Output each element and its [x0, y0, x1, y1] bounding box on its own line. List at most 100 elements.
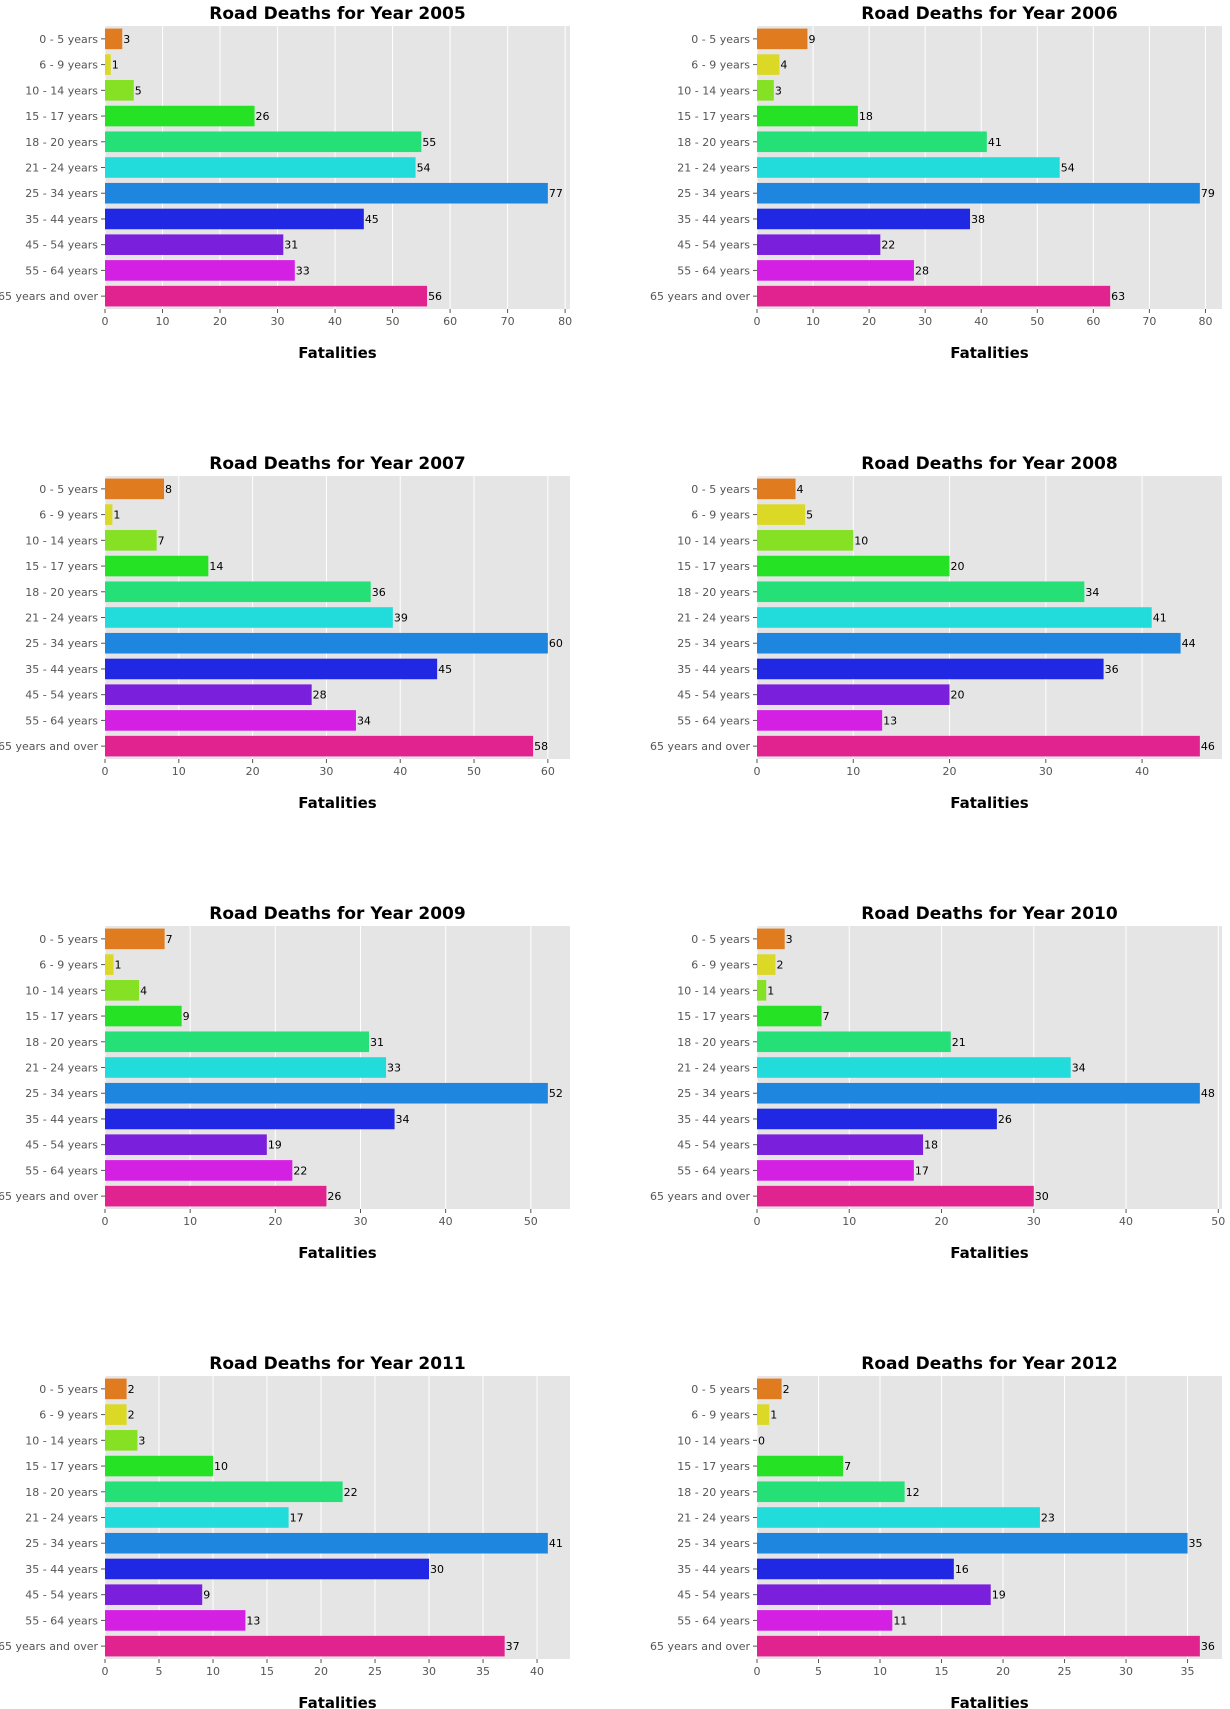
chart-title: Road Deaths for Year 2012 [861, 1354, 1117, 1374]
x-tick-label: 30 [271, 315, 285, 328]
value-label: 20 [951, 689, 965, 702]
value-label: 11 [893, 1614, 907, 1627]
category-label: 55 - 64 years [677, 714, 750, 727]
value-label: 41 [1153, 612, 1167, 625]
bar [757, 954, 776, 975]
value-label: 54 [1061, 162, 1075, 175]
x-tick-label: 10 [183, 1215, 197, 1228]
value-label: 9 [203, 1589, 210, 1602]
bar [105, 285, 428, 307]
bar [757, 1185, 1034, 1207]
bar [105, 1455, 214, 1477]
category-label: 0 - 5 years [39, 33, 98, 46]
category-label: 6 - 9 years [691, 59, 750, 72]
x-tick-label: 30 [422, 1665, 436, 1678]
x-tick-label: 10 [206, 1665, 220, 1678]
bar [757, 1532, 1188, 1554]
category-label: 65 years and over [650, 290, 750, 303]
x-tick-label: 50 [1030, 315, 1044, 328]
value-label: 19 [992, 1589, 1006, 1602]
bar [105, 684, 312, 705]
x-tick-label: 80 [558, 315, 572, 328]
bar [757, 105, 858, 127]
bar [757, 1584, 991, 1605]
bar [105, 1481, 343, 1503]
bar [757, 504, 806, 525]
bar [757, 1558, 954, 1580]
bar [105, 478, 165, 500]
bar [757, 208, 971, 230]
x-tick-label: 20 [213, 315, 227, 328]
category-label: 10 - 14 years [677, 1434, 750, 1447]
value-label: 19 [268, 1139, 282, 1152]
value-label: 18 [924, 1139, 938, 1152]
category-label: 21 - 24 years [677, 162, 750, 175]
category-label: 21 - 24 years [25, 1512, 98, 1525]
value-label: 44 [1182, 637, 1196, 650]
x-tick-label: 25 [368, 1665, 382, 1678]
value-label: 28 [915, 264, 929, 277]
x-axis-label: Fatalities [950, 1694, 1029, 1709]
value-label: 2 [128, 1409, 135, 1422]
x-tick-label: 50 [467, 765, 481, 778]
value-label: 8 [165, 483, 172, 496]
chart-title: Road Deaths for Year 2006 [861, 4, 1117, 24]
value-label: 14 [209, 560, 223, 573]
bar [105, 1108, 395, 1130]
bar [105, 1584, 203, 1605]
x-tick-label: 0 [754, 1665, 761, 1678]
x-tick-label: 35 [476, 1665, 490, 1678]
category-label: 0 - 5 years [691, 933, 750, 946]
value-label: 4 [140, 984, 147, 997]
bar [105, 234, 284, 255]
x-tick-label: 0 [754, 315, 761, 328]
bar [105, 182, 548, 204]
category-label: 18 - 20 years [677, 1036, 750, 1049]
value-label: 1 [767, 984, 774, 997]
bar [757, 260, 914, 281]
x-tick-label: 40 [530, 1665, 544, 1678]
bar [105, 1635, 505, 1657]
value-label: 1 [112, 59, 119, 72]
value-label: 13 [246, 1614, 260, 1627]
category-label: 55 - 64 years [25, 714, 98, 727]
category-label: 0 - 5 years [691, 1383, 750, 1396]
x-axis-label: Fatalities [950, 794, 1029, 812]
value-label: 17 [915, 1164, 929, 1177]
bar [757, 1635, 1200, 1657]
category-label: 25 - 34 years [25, 187, 98, 200]
x-tick-label: 10 [846, 765, 860, 778]
value-label: 2 [783, 1383, 790, 1396]
category-label: 25 - 34 years [25, 637, 98, 650]
category-label: 45 - 54 years [677, 1139, 750, 1152]
chart-panel-0: 0 10 20 30 40 50 60 70 80 0 - 5 years 3 6 - 9 years… [0, 4, 572, 362]
x-tick-label: 30 [319, 765, 333, 778]
category-label: 10 - 14 years [677, 534, 750, 547]
category-label: 45 - 54 years [677, 689, 750, 702]
category-label: 55 - 64 years [25, 1164, 98, 1177]
bar [757, 1507, 1040, 1528]
bar [757, 710, 883, 731]
bar [757, 1134, 924, 1155]
x-tick-label: 5 [156, 1665, 163, 1678]
value-label: 2 [128, 1383, 135, 1396]
value-label: 7 [844, 1460, 851, 1473]
bar [757, 1481, 905, 1503]
category-label: 15 - 17 years [677, 560, 750, 573]
x-tick-label: 30 [353, 1215, 367, 1228]
value-label: 9 [183, 1010, 190, 1023]
category-label: 25 - 34 years [25, 1537, 98, 1550]
x-axis-label: Fatalities [298, 1694, 377, 1709]
category-label: 10 - 14 years [25, 984, 98, 997]
bar [757, 581, 1085, 603]
bar [757, 1455, 844, 1477]
value-label: 45 [365, 213, 379, 226]
bar [757, 478, 796, 500]
category-label: 18 - 20 years [25, 1036, 98, 1049]
x-tick-label: 0 [102, 1215, 109, 1228]
category-label: 35 - 44 years [677, 1113, 750, 1126]
category-label: 35 - 44 years [25, 1113, 98, 1126]
value-label: 22 [344, 1486, 358, 1499]
x-tick-label: 40 [974, 315, 988, 328]
bar [105, 1031, 370, 1053]
